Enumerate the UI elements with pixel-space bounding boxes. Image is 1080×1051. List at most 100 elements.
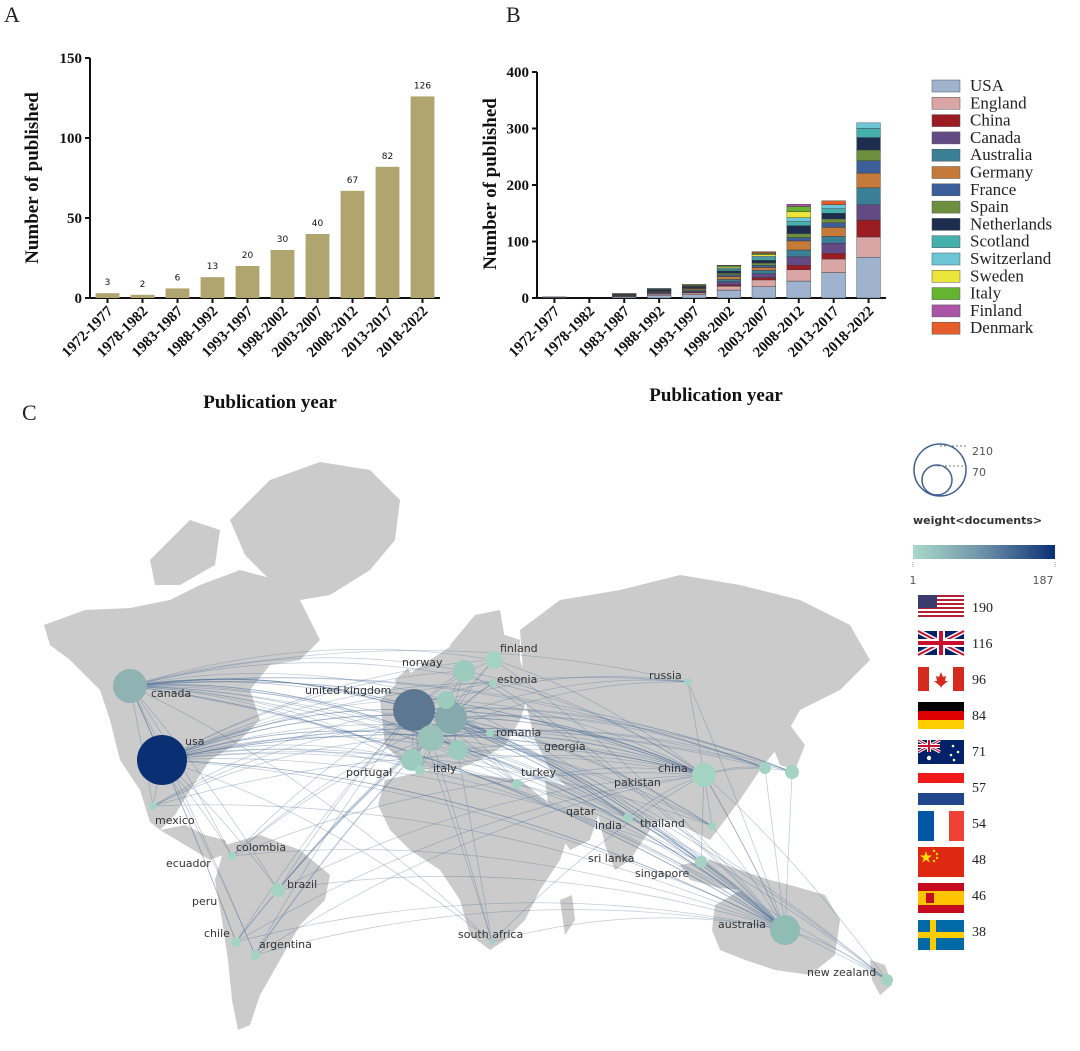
collaboration-link (450, 717, 705, 776)
legend-swatch (931, 304, 961, 318)
label-india: india (595, 819, 622, 832)
stacked-bar-segment (856, 204, 881, 221)
country-node-portugal (415, 765, 425, 775)
stacked-bar-segment (786, 221, 811, 226)
collaboration-link (235, 709, 415, 943)
label-estonia: estonia (497, 673, 537, 686)
label-newzealand: new zealand (807, 966, 876, 979)
flag-count-sweden: 38 (972, 925, 986, 940)
label-russia: russia (649, 669, 682, 682)
collaboration-link (450, 715, 766, 769)
country-node-china (692, 763, 716, 787)
bar-value-label: 67 (347, 176, 358, 186)
collaboration-link (161, 748, 518, 785)
stacked-bar-segment (856, 149, 881, 161)
stacked-bar-segment (821, 236, 846, 244)
bar-value-label: 13 (207, 262, 218, 272)
collaboration-link (413, 709, 786, 931)
germany-flag-icon (918, 702, 964, 729)
collaboration-link (161, 759, 786, 931)
collaboration-link (129, 684, 432, 739)
stacked-bar-segment (856, 160, 881, 174)
country-node-southafrica (489, 939, 495, 945)
legend-swatch (931, 321, 961, 335)
land-asia (520, 575, 870, 840)
bar (410, 96, 435, 299)
stacked-bar-segment (786, 233, 811, 238)
bar-value-label: 126 (414, 81, 431, 91)
stacked-bar-segment (647, 294, 672, 299)
country-node-thailand (708, 822, 716, 830)
country-node-finland (485, 651, 503, 669)
stacked-bar-segment (786, 237, 811, 242)
canada-flag-icon (918, 667, 964, 691)
label-singapore: singapore (635, 867, 689, 880)
collaboration-link (277, 774, 705, 891)
world-map: canada usa mexico colombia ecuador brazi… (44, 462, 893, 1030)
legend-swatch (931, 287, 961, 300)
label-china: china (658, 762, 688, 775)
legend-swatch (931, 183, 961, 197)
stacked-bar-segment (716, 276, 742, 280)
collaboration-link (231, 737, 432, 857)
chart-b-xlabel: Publication year (649, 385, 783, 406)
label-georgia: georgia (544, 740, 586, 753)
stacked-bar-segment (612, 293, 637, 295)
sweden-flag-icon (918, 920, 964, 950)
stacked-bar-segment (856, 236, 881, 258)
stacked-bar-segment (751, 277, 776, 281)
bar (165, 288, 190, 298)
stacked-bar-segment (716, 289, 742, 299)
collaboration-link (450, 717, 629, 819)
map-size-legend: 210 70 (913, 443, 993, 497)
collaboration-link (129, 677, 766, 769)
bar-value-label: 40 (312, 219, 324, 229)
stacked-bar-segment (716, 268, 742, 272)
country-node-spain (401, 749, 423, 771)
collaboration-link (231, 849, 786, 931)
flag-count-uk: 116 (972, 637, 992, 652)
size-legend-small-circle (921, 464, 953, 496)
stacked-bar-segment (751, 267, 776, 271)
country-node-korea (759, 762, 771, 774)
label-srilanka: sri lanka (588, 852, 635, 865)
land-masses (44, 462, 892, 1030)
collaboration-link (411, 759, 786, 931)
label-argentina: argentina (259, 938, 312, 951)
country-flags: 190 116 96 84 71 57 54 48 46 38 (916, 595, 993, 950)
stacked-bar-segment (786, 211, 811, 218)
land-arabia (545, 780, 600, 850)
legend-label: Sweden (970, 266, 1024, 285)
collaboration-link (161, 751, 713, 827)
country-node-netherlands (437, 691, 455, 709)
collaboration-link (235, 902, 786, 943)
legend-label: Spain (970, 197, 1009, 216)
collaboration-link (161, 709, 415, 761)
country-node-argentina (250, 950, 260, 960)
label-thailand: thailand (640, 817, 685, 830)
label-colombia: colombia (236, 841, 286, 854)
collaboration-link (235, 774, 705, 943)
label-southafrica: south africa (458, 928, 523, 941)
collaboration-link (491, 774, 705, 943)
chart-b: Number of published Publication year 0 10… (480, 65, 886, 406)
collaboration-link (129, 657, 465, 687)
legend-label: Scotland (970, 232, 1030, 251)
country-node-turkey (512, 779, 522, 789)
collaboration-link (430, 734, 705, 776)
collaboration-link (129, 685, 786, 931)
collaboration-link (161, 748, 421, 771)
label-mexico: mexico (155, 814, 195, 827)
stacked-bar-segment (821, 208, 846, 214)
stacked-bar-segment (751, 265, 776, 268)
collaboration-link (493, 659, 786, 931)
label-chile: chile (204, 927, 230, 940)
y-tick-label: 300 (507, 122, 530, 138)
netherlands-flag-icon (918, 773, 964, 805)
stacked-bar-segment (821, 258, 846, 273)
stacked-bar-segment (786, 269, 811, 282)
flag-count-canada: 96 (972, 673, 986, 688)
size-legend-large-circle (913, 443, 967, 497)
label-italy: italy (433, 762, 457, 775)
land-scandinavia (450, 610, 505, 665)
